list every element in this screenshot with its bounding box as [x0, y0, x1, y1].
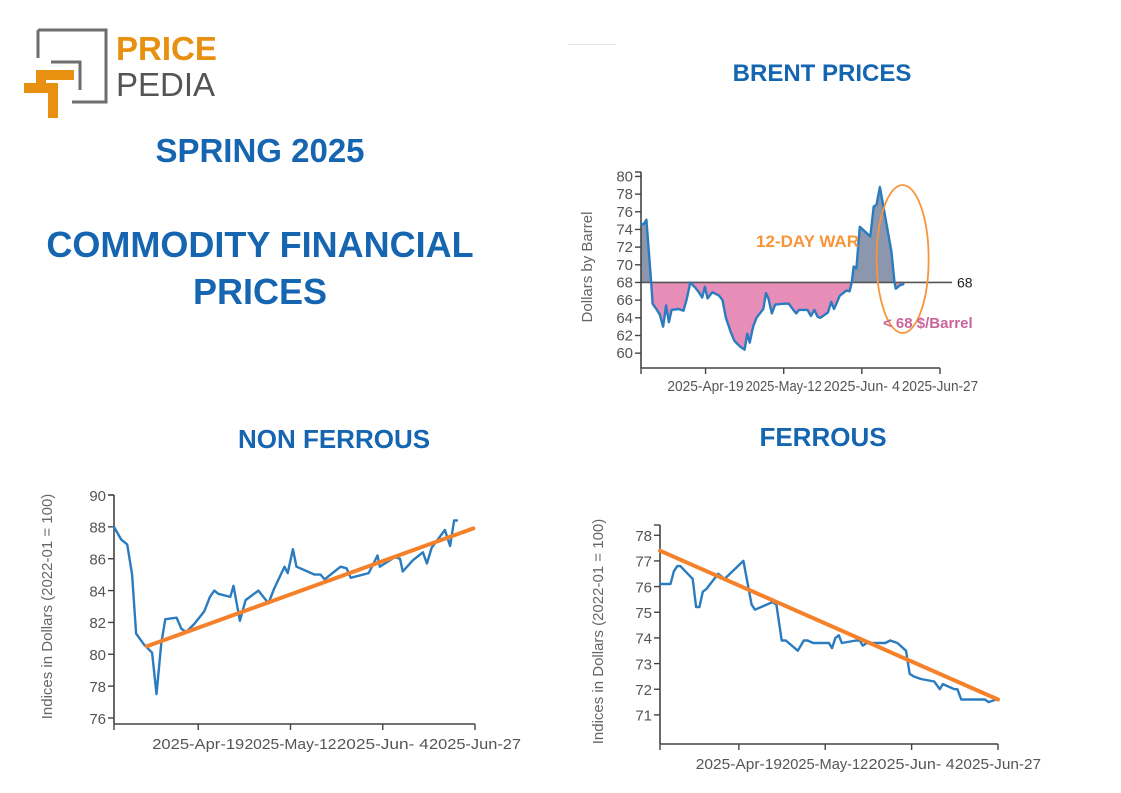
- y-tick-label: 84: [89, 583, 106, 600]
- y-axis-title: Indices in Dollars (2022-01 = 100): [590, 519, 607, 745]
- ferrous-chart-title: FERROUS: [759, 422, 887, 452]
- divider: [568, 44, 616, 45]
- x-tick-label: 2025-Apr-19: [667, 378, 743, 395]
- series-line: [639, 185, 905, 351]
- x-tick-label: 2025-Jun-27: [902, 378, 978, 395]
- x-tick-label: 2025-May-12: [244, 736, 336, 753]
- season-heading: SPRING 2025: [155, 132, 365, 169]
- y-tick-label: 64: [616, 310, 633, 327]
- nonferrous-chart-title: NON FERROUS: [237, 424, 431, 454]
- y-tick-label: 70: [616, 257, 633, 274]
- war-annotation: 12-DAY WAR: [756, 232, 859, 251]
- pricepedia-logo: PRICE PEDIA: [22, 28, 222, 123]
- y-axis-title: Dollars by Barrel: [579, 212, 596, 323]
- y-tick-label: 66: [616, 292, 633, 309]
- y-tick-label: 60: [616, 345, 633, 362]
- x-tick-label: 2025-Apr-19: [152, 736, 244, 753]
- page-title-line2: PRICES: [192, 271, 328, 312]
- x-tick-label: 2025-May-12: [746, 378, 822, 395]
- y-tick-label: 68: [616, 275, 633, 292]
- x-tick-label: 2025-Jun- 4: [824, 378, 900, 395]
- y-tick-label: 82: [89, 615, 106, 632]
- logo-word-price: PRICE: [116, 30, 217, 67]
- below-68-area: [651, 282, 904, 350]
- y-tick-label: 72: [635, 682, 652, 699]
- war-highlight-ellipse: [875, 184, 930, 334]
- x-tick-label: 2025-Jun-27: [429, 736, 521, 753]
- x-tick-label: 2025-Jun- 4: [869, 756, 955, 773]
- y-tick-label: 76: [635, 579, 652, 596]
- trend-line: [658, 548, 1000, 702]
- series-line: [658, 559, 998, 704]
- y-tick-label: 78: [89, 679, 106, 696]
- y-tick-label: 74: [635, 631, 652, 648]
- y-tick-label: 78: [635, 528, 652, 545]
- logo-word-pedia: PEDIA: [116, 66, 216, 103]
- y-tick-label: 74: [616, 221, 633, 238]
- y-tick-label: 78: [616, 186, 633, 203]
- y-axis-title: Indices in Dollars (2022-01 = 100): [39, 494, 56, 720]
- y-tick-label: 90: [89, 488, 106, 505]
- y-tick-label: 62: [616, 328, 633, 345]
- y-tick-label: 75: [635, 605, 652, 622]
- y-tick-label: 76: [616, 204, 633, 221]
- x-tick-label: 2025-Jun-27: [955, 756, 1041, 773]
- logo-mark-icon: [24, 28, 108, 118]
- reference-line-label: 68: [957, 274, 973, 290]
- y-tick-label: 77: [635, 554, 652, 571]
- y-tick-label: 88: [89, 520, 106, 537]
- y-tick-label: 72: [616, 239, 633, 256]
- below-68-annotation: < 68 $/Barrel: [883, 315, 973, 332]
- x-tick-label: 2025-Apr-19: [696, 756, 782, 773]
- page-title-line1: COMMODITY FINANCIAL: [46, 224, 474, 265]
- y-tick-label: 73: [635, 656, 652, 673]
- y-tick-label: 76: [89, 711, 106, 728]
- y-tick-label: 80: [89, 647, 106, 664]
- brent-chart-title: BRENT PRICES: [732, 60, 912, 87]
- y-tick-label: 86: [89, 551, 106, 568]
- trend-line: [144, 526, 476, 649]
- x-tick-label: 2025-Jun- 4: [337, 736, 429, 753]
- y-tick-label: 80: [616, 168, 633, 185]
- x-tick-label: 2025-May-12: [782, 756, 868, 773]
- y-tick-label: 71: [635, 708, 652, 725]
